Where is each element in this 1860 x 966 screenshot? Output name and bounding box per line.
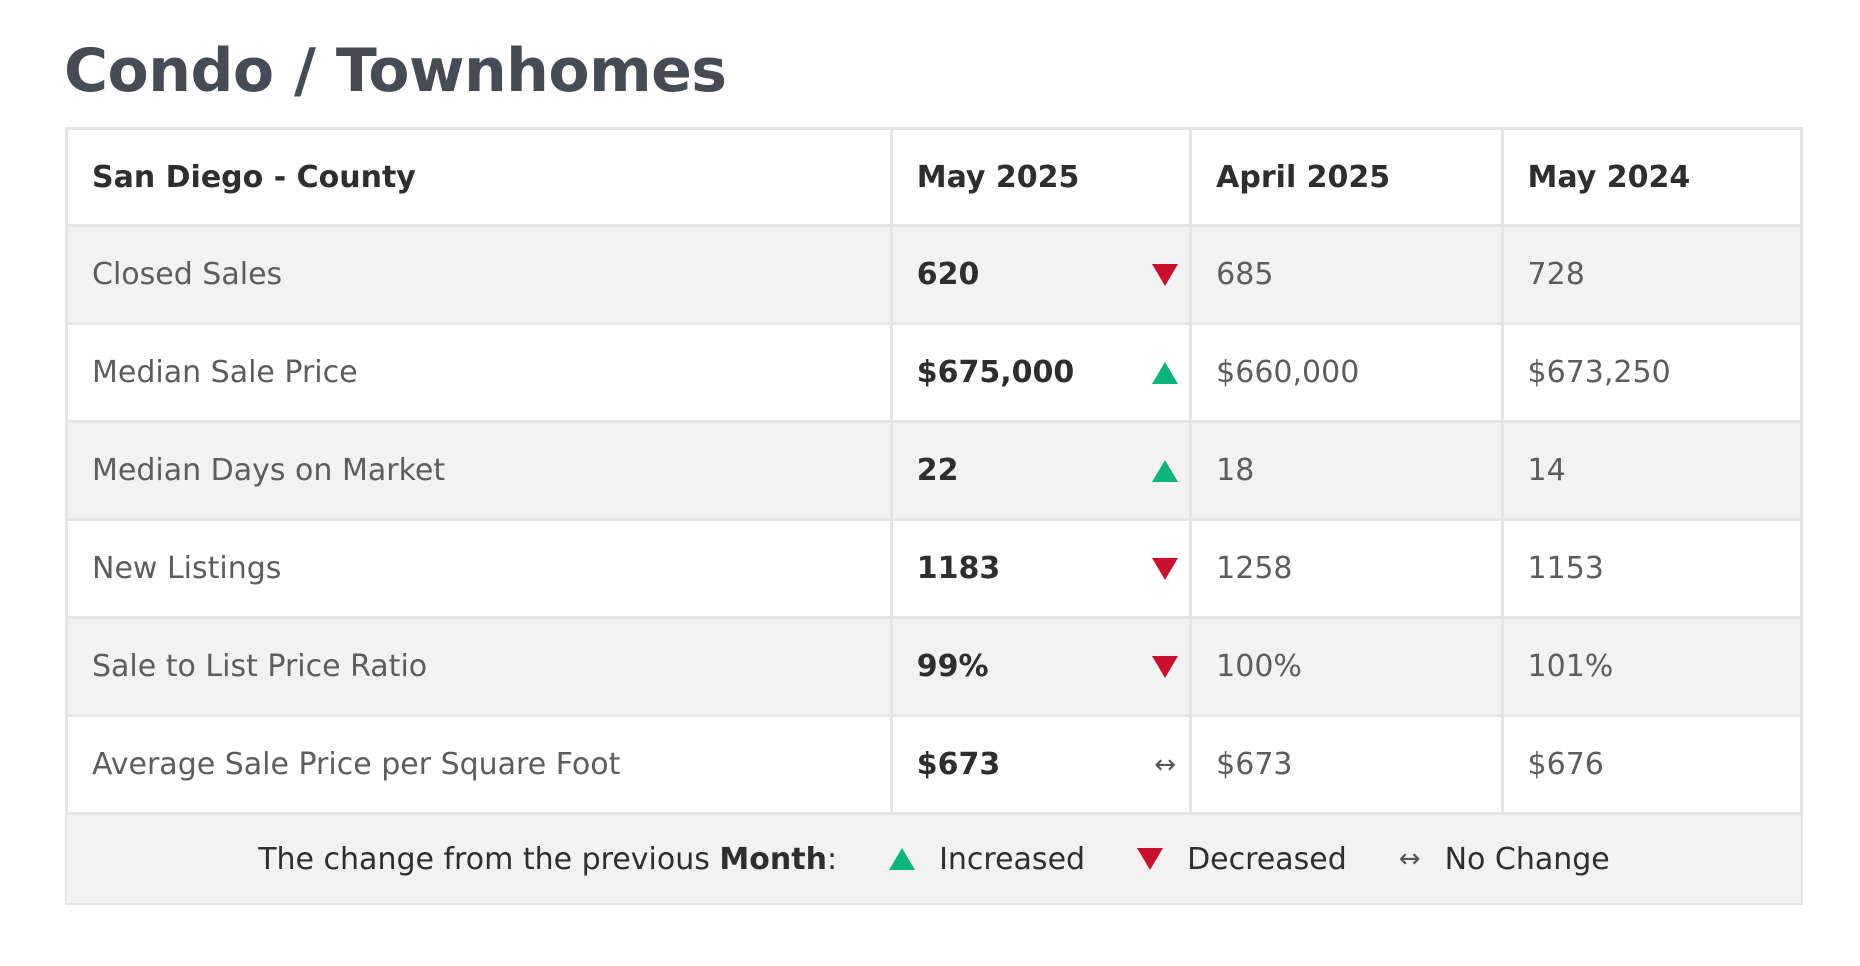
previous-value: 100% <box>1189 616 1504 717</box>
metric-label: Median Days on Market <box>65 420 893 521</box>
header-previous-month: April 2025 <box>1189 127 1504 227</box>
current-value: 620 <box>916 257 980 292</box>
current-value: 22 <box>916 453 959 488</box>
year-ago-value: 14 <box>1500 420 1804 521</box>
previous-value: 1258 <box>1189 518 1504 619</box>
legend-no-change: ↔ No Change <box>1399 842 1610 877</box>
current-value: 99% <box>916 649 989 684</box>
year-ago-value: $676 <box>1500 714 1804 815</box>
no-change-arrow-icon: ↔ <box>1154 749 1177 780</box>
metric-label: Sale to List Price Ratio <box>65 616 893 717</box>
trend-legend: The change from the previous Month : Inc… <box>65 815 1803 905</box>
year-ago-value: $673,250 <box>1500 322 1804 423</box>
previous-value: 685 <box>1189 224 1504 325</box>
current-value: $675,000 <box>916 355 1075 390</box>
metric-label: Average Sale Price per Square Foot <box>65 714 893 815</box>
table-row: New Listings 1183 1258 1153 <box>65 518 1804 619</box>
previous-value: $673 <box>1189 714 1504 815</box>
current-value-cell: $673 ↔ <box>889 714 1193 815</box>
legend-no-change-label: No Change <box>1444 841 1610 877</box>
table-row: Sale to List Price Ratio 99% 100% 101% <box>65 616 1804 717</box>
year-ago-value: 728 <box>1500 224 1804 325</box>
decrease-arrow-icon <box>1137 848 1164 870</box>
table-row: Average Sale Price per Square Foot $673 … <box>65 714 1804 815</box>
legend-increased: Increased <box>889 842 1085 877</box>
legend-increased-label: Increased <box>939 841 1086 877</box>
current-value-cell: $675,000 <box>889 322 1193 423</box>
decrease-arrow-icon <box>1151 557 1179 581</box>
current-value: 1183 <box>916 551 1001 586</box>
header-year-ago: May 2024 <box>1500 127 1804 227</box>
current-value-cell: 620 <box>889 224 1193 325</box>
year-ago-value: 1153 <box>1500 518 1804 619</box>
legend-period: Month <box>719 841 827 877</box>
current-value: $673 <box>916 747 1001 782</box>
page-title: Condo / Townhomes <box>64 36 727 106</box>
decrease-arrow-icon <box>1151 655 1179 679</box>
table-row: Median Days on Market 22 18 14 <box>65 420 1804 521</box>
increase-arrow-icon <box>889 848 916 870</box>
legend-decreased: Decreased <box>1137 842 1347 877</box>
decrease-arrow-icon <box>1151 263 1179 287</box>
current-value-cell: 22 <box>889 420 1193 521</box>
table-row: Closed Sales 620 685 728 <box>65 224 1804 325</box>
increase-arrow-icon <box>1151 459 1179 483</box>
table-header-row: San Diego - County May 2025 April 2025 M… <box>65 127 1804 227</box>
increase-arrow-icon <box>1151 361 1179 385</box>
metric-label: Closed Sales <box>65 224 893 325</box>
table-row: Median Sale Price $675,000 $660,000 $673… <box>65 322 1804 423</box>
header-region: San Diego - County <box>65 127 893 227</box>
market-stats-table: San Diego - County May 2025 April 2025 M… <box>65 127 1804 815</box>
previous-value: 18 <box>1189 420 1504 521</box>
metric-label: New Listings <box>65 518 893 619</box>
legend-prefix: The change from the previous <box>258 841 720 877</box>
current-value-cell: 99% <box>889 616 1193 717</box>
year-ago-value: 101% <box>1500 616 1804 717</box>
current-value-cell: 1183 <box>889 518 1193 619</box>
metric-label: Median Sale Price <box>65 322 893 423</box>
no-change-arrow-icon: ↔ <box>1398 844 1421 874</box>
legend-decreased-label: Decreased <box>1187 841 1347 877</box>
previous-value: $660,000 <box>1189 322 1504 423</box>
legend-colon: : <box>826 841 838 877</box>
header-current-month: May 2025 <box>889 127 1193 227</box>
